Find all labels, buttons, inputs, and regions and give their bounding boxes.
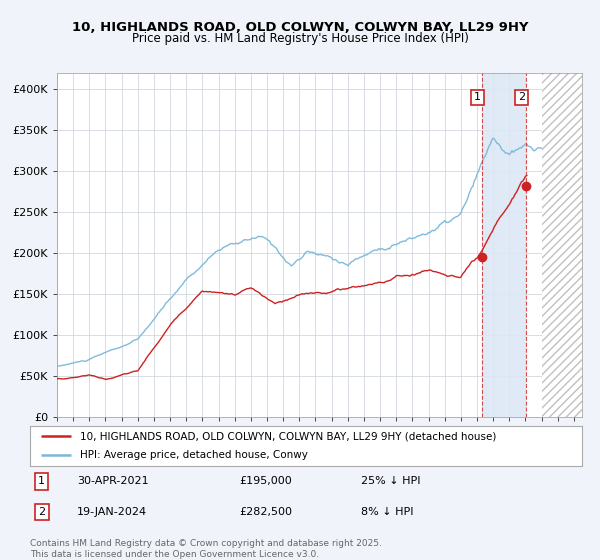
Text: £282,500: £282,500	[240, 507, 293, 517]
Text: 1: 1	[38, 477, 45, 487]
Text: 25% ↓ HPI: 25% ↓ HPI	[361, 477, 421, 487]
Text: £195,000: £195,000	[240, 477, 293, 487]
Text: 10, HIGHLANDS ROAD, OLD COLWYN, COLWYN BAY, LL29 9HY: 10, HIGHLANDS ROAD, OLD COLWYN, COLWYN B…	[72, 21, 528, 34]
Bar	[482, 73, 526, 417]
Text: 19-JAN-2024: 19-JAN-2024	[77, 507, 147, 517]
Text: 10, HIGHLANDS ROAD, OLD COLWYN, COLWYN BAY, LL29 9HY (detached house): 10, HIGHLANDS ROAD, OLD COLWYN, COLWYN B…	[80, 432, 496, 441]
Text: 2: 2	[518, 92, 525, 102]
Text: HPI: Average price, detached house, Conwy: HPI: Average price, detached house, Conw…	[80, 450, 308, 460]
Text: Contains HM Land Registry data © Crown copyright and database right 2025.
This d: Contains HM Land Registry data © Crown c…	[30, 539, 382, 559]
Text: 1: 1	[474, 92, 481, 102]
Text: Price paid vs. HM Land Registry's House Price Index (HPI): Price paid vs. HM Land Registry's House …	[131, 32, 469, 45]
Text: 8% ↓ HPI: 8% ↓ HPI	[361, 507, 414, 517]
Text: 30-APR-2021: 30-APR-2021	[77, 477, 149, 487]
Text: 2: 2	[38, 507, 46, 517]
Bar	[542, 73, 582, 417]
